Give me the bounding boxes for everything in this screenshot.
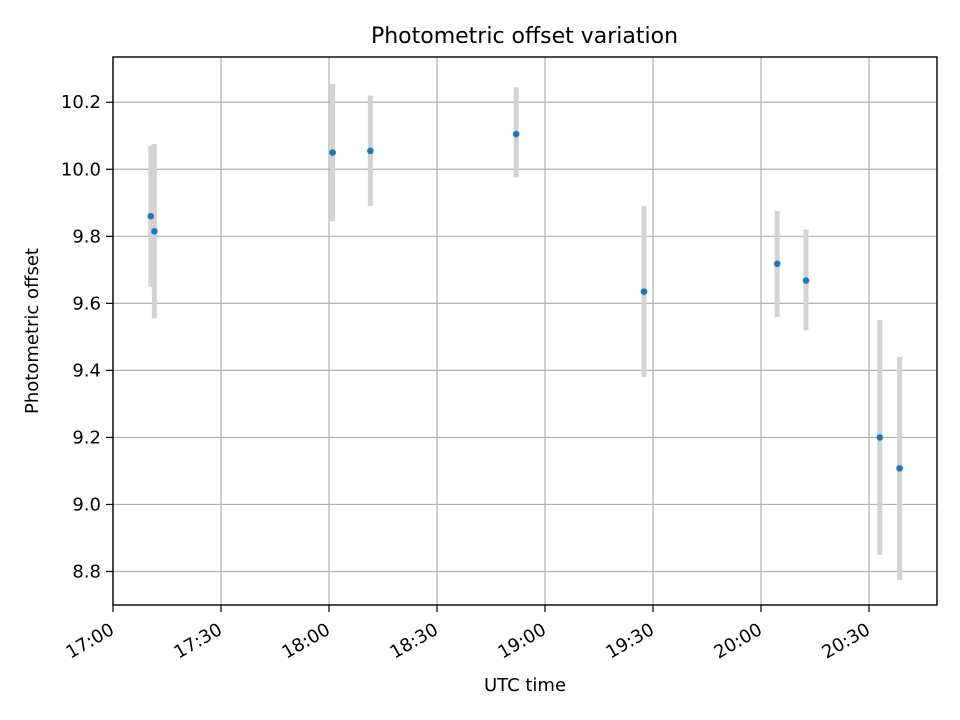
x-axis-label: UTC time [484, 675, 566, 696]
data-point [512, 130, 520, 138]
x-tick-label: 18:30 [386, 619, 441, 663]
data-point [876, 434, 884, 441]
data-point [773, 260, 781, 268]
x-tick-label: 20:00 [710, 619, 765, 663]
data-point [802, 277, 810, 284]
x-tick-label: 19:30 [602, 619, 657, 663]
plot-frame [112, 56, 938, 606]
grid [112, 57, 937, 605]
data-point [367, 147, 374, 155]
x-tick-label: 19:00 [494, 619, 549, 663]
data-point [329, 149, 336, 156]
error-bars [148, 83, 903, 580]
y-tick-label: 8.8 [72, 561, 101, 582]
y-tick-label: 10.0 [61, 159, 101, 180]
y-axis-label: Photometric offset [22, 248, 43, 414]
y-tick-label: 9.0 [72, 494, 101, 515]
y-tick-label: 9.8 [72, 226, 101, 247]
y-tick-label: 9.2 [72, 427, 101, 448]
y-tick-label: 9.6 [72, 293, 101, 314]
y-axis-ticks: 8.8 9.0 9.2 9.4 9.6 9.8 10.0 10.2 [61, 92, 113, 582]
y-tick-label: 10.2 [61, 92, 101, 113]
x-tick-label: 20:30 [818, 619, 873, 663]
data-point [896, 464, 903, 472]
y-tick-label: 9.4 [72, 360, 101, 381]
data-point [147, 212, 155, 220]
x-axis-ticks: 17:00 17:30 18:00 18:30 19:00 19:30 20:00 20:30 [62, 605, 874, 663]
x-tick-label: 18:00 [278, 619, 333, 663]
data-points [147, 130, 903, 472]
data-point [640, 288, 648, 295]
x-tick-label: 17:30 [170, 619, 225, 663]
x-tick-label: 17:00 [62, 619, 117, 663]
data-point [151, 227, 158, 235]
chart-title: Photometric offset variation [371, 24, 678, 49]
